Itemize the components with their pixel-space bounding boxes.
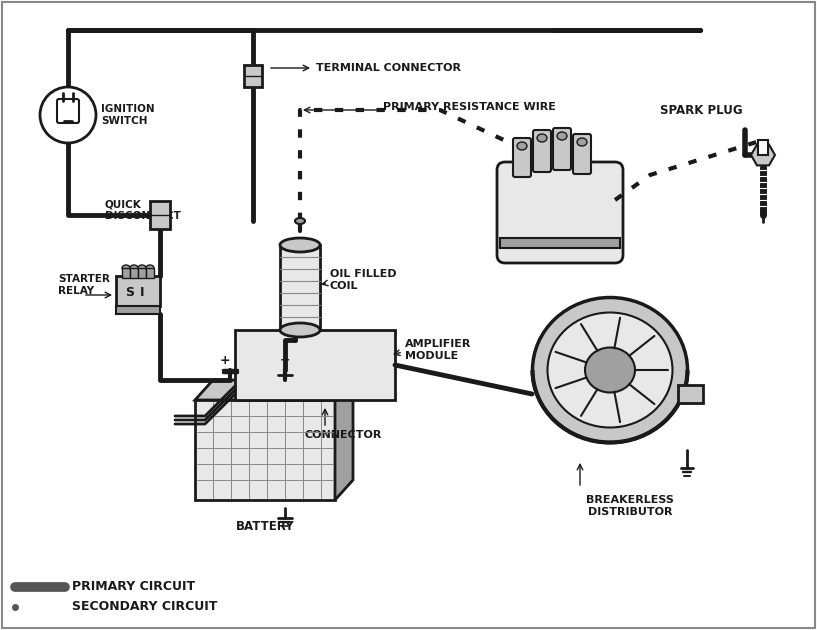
Text: SECONDARY CIRCUIT: SECONDARY CIRCUIT	[72, 600, 217, 614]
FancyBboxPatch shape	[57, 99, 79, 123]
Ellipse shape	[577, 138, 587, 146]
Text: SPARK PLUG: SPARK PLUG	[660, 103, 743, 117]
Ellipse shape	[130, 265, 138, 271]
Bar	[116, 276, 160, 306]
Text: QUICK
DISCONNECT: QUICK DISCONNECT	[105, 199, 181, 220]
Bar	[678, 385, 703, 403]
Text: IGNITION
SWITCH: IGNITION SWITCH	[101, 104, 154, 126]
Ellipse shape	[122, 265, 130, 271]
Ellipse shape	[585, 348, 635, 392]
Text: PRIMARY CIRCUIT: PRIMARY CIRCUIT	[72, 580, 195, 593]
Bar	[195, 400, 335, 500]
Bar	[758, 140, 768, 155]
Text: BATTERY: BATTERY	[235, 520, 294, 533]
Text: −: −	[279, 354, 290, 367]
Ellipse shape	[557, 132, 567, 140]
Bar	[122, 268, 130, 278]
Bar	[146, 268, 154, 278]
Polygon shape	[195, 380, 353, 400]
Text: AMPLIFIER
MODULE: AMPLIFIER MODULE	[405, 339, 471, 361]
Ellipse shape	[146, 265, 154, 271]
Ellipse shape	[280, 323, 320, 337]
Bar	[280, 245, 320, 330]
Bar	[138, 268, 146, 278]
Ellipse shape	[517, 142, 527, 150]
Ellipse shape	[295, 218, 305, 224]
Circle shape	[40, 87, 96, 143]
Text: CONNECTOR: CONNECTOR	[305, 430, 382, 440]
Bar	[500, 238, 620, 248]
Bar	[244, 65, 262, 87]
FancyBboxPatch shape	[573, 134, 591, 174]
Bar	[150, 201, 170, 229]
Ellipse shape	[533, 297, 687, 442]
FancyBboxPatch shape	[533, 130, 551, 172]
Bar	[235, 330, 395, 400]
FancyBboxPatch shape	[497, 162, 623, 263]
Text: STARTER
RELAY: STARTER RELAY	[58, 274, 109, 296]
Ellipse shape	[280, 238, 320, 252]
Text: +: +	[220, 354, 230, 367]
Text: PRIMARY RESISTANCE WIRE: PRIMARY RESISTANCE WIRE	[383, 102, 556, 112]
Bar	[116, 306, 160, 314]
Ellipse shape	[138, 265, 146, 271]
Text: S: S	[126, 287, 135, 299]
Ellipse shape	[547, 312, 672, 428]
FancyBboxPatch shape	[553, 128, 571, 170]
Text: BREAKERLESS
DISTRIBUTOR: BREAKERLESS DISTRIBUTOR	[586, 495, 674, 517]
Polygon shape	[751, 145, 775, 166]
Text: TERMINAL CONNECTOR: TERMINAL CONNECTOR	[316, 63, 461, 73]
Text: I: I	[140, 287, 145, 299]
Text: OIL FILLED
COIL: OIL FILLED COIL	[330, 269, 396, 291]
Polygon shape	[335, 380, 353, 500]
FancyBboxPatch shape	[513, 138, 531, 177]
Bar	[130, 268, 138, 278]
Ellipse shape	[537, 134, 547, 142]
